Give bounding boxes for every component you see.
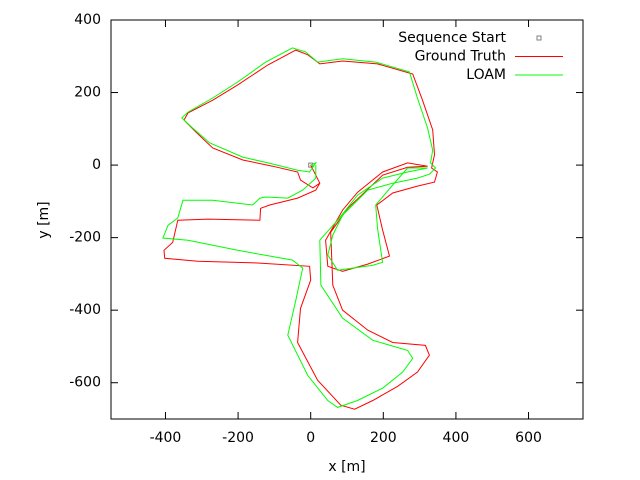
start-marker (308, 162, 314, 168)
x-axis-label: x [m] (328, 459, 365, 475)
legend-label: Sequence Start (398, 30, 506, 46)
x-tick-label: -200 (222, 430, 254, 446)
plot-frame (110, 19, 584, 420)
legend-marker (536, 35, 542, 41)
x-tick-label: 600 (515, 430, 542, 446)
trajectory (163, 49, 438, 410)
y-tick-label: 400 (74, 12, 101, 28)
legend-label: LOAM (466, 67, 506, 83)
x-tick-label: 0 (306, 430, 315, 446)
y-tick-label: -400 (69, 302, 101, 318)
x-tick-label: 400 (443, 430, 470, 446)
trajectory (162, 47, 437, 408)
y-axis-label: y [m] (36, 201, 52, 238)
x-tick-label: -400 (150, 430, 182, 446)
x-tick-label: 200 (370, 430, 397, 446)
y-tick-label: -200 (69, 230, 101, 246)
y-tick-label: 200 (74, 85, 101, 101)
y-tick-label: -600 (69, 375, 101, 391)
legend-label: Ground Truth (415, 49, 506, 65)
y-tick-label: 0 (92, 157, 101, 173)
